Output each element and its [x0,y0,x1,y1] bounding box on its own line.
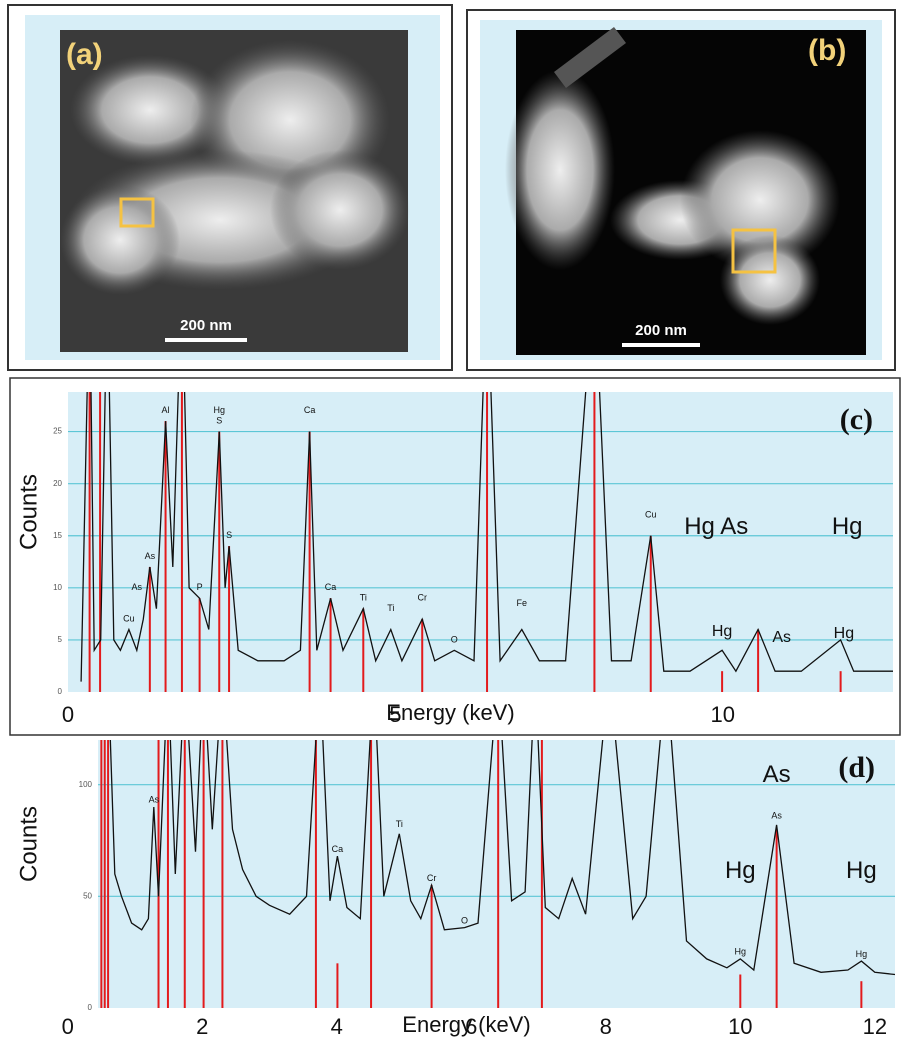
peak-label: As [145,551,156,561]
x-axis-label: Energy (keV) [386,700,514,725]
annotation: Hg [832,513,863,540]
plot-area [68,392,893,692]
annotation: Hg [712,623,732,640]
y-tick-label: 50 [83,891,92,900]
peak-label: Cu [645,509,657,519]
y-axis-label: Counts [15,474,42,550]
page: {"images": [ {"label": "(a)", "scale_bar… [0,0,901,1043]
peak-label: As [131,582,142,592]
peak-label: Ti [360,593,367,603]
scale-bar-label: 200 nm [635,322,687,339]
panel-label: (a) [66,38,103,71]
peak-label: Ca [332,844,344,854]
annotation: Hg As [684,513,748,540]
peak-label: Fe [516,598,527,608]
y-tick-label: 100 [79,780,93,789]
x-tick-label: 4 [331,1014,343,1039]
figure: (a) 200 nm (b) 200 nm 05101520250510Ener… [0,0,901,1043]
x-tick-label: 0 [62,1014,74,1039]
peak-label: Hg [856,949,868,959]
annotation: As [763,761,791,788]
peak-label: S [226,530,232,540]
peak-label: Ti [396,819,403,829]
peak-label: As [771,810,782,820]
y-tick-label: 15 [53,531,62,540]
peak-label: Cr [417,593,427,603]
x-tick-label: 2 [196,1014,208,1039]
y-tick-label: 0 [58,687,63,696]
x-axis-label: Energy (keV) [402,1012,530,1037]
peak-label: Ti [387,603,394,613]
x-tick-label: 12 [863,1014,887,1039]
annotation: Hg [834,625,854,642]
y-tick-label: 20 [53,479,62,488]
peak-label: S [216,416,222,426]
peak-label: Ca [325,582,337,592]
x-tick-label: 10 [728,1014,752,1039]
peak-label: As [149,795,160,805]
peak-label: Cr [427,873,437,883]
panel-label: (b) [808,34,846,67]
scale-bar-label: 200 nm [180,317,232,334]
panel-label: (d) [838,751,875,784]
peak-label: O [451,634,458,644]
x-tick-label: 8 [600,1014,612,1039]
annotation: Hg [725,857,756,884]
peak-label: Ca [304,405,316,415]
panel-label: (c) [840,403,873,436]
x-tick-label: 0 [62,702,74,727]
y-tick-label: 25 [53,427,62,436]
peak-label: Hg [213,405,225,415]
peak-label: P [197,582,203,592]
peak-label: Hg [735,947,747,957]
peak-label: O [461,915,468,925]
y-tick-label: 5 [58,635,63,644]
y-tick-label: 0 [88,1003,93,1012]
peak-label: Al [162,405,170,415]
annotation: As [772,629,791,646]
y-tick-label: 10 [53,583,62,592]
annotation: Hg [846,857,877,884]
y-axis-label: Counts [15,806,42,882]
peak-label: Cu [123,613,135,623]
x-tick-label: 10 [711,702,735,727]
